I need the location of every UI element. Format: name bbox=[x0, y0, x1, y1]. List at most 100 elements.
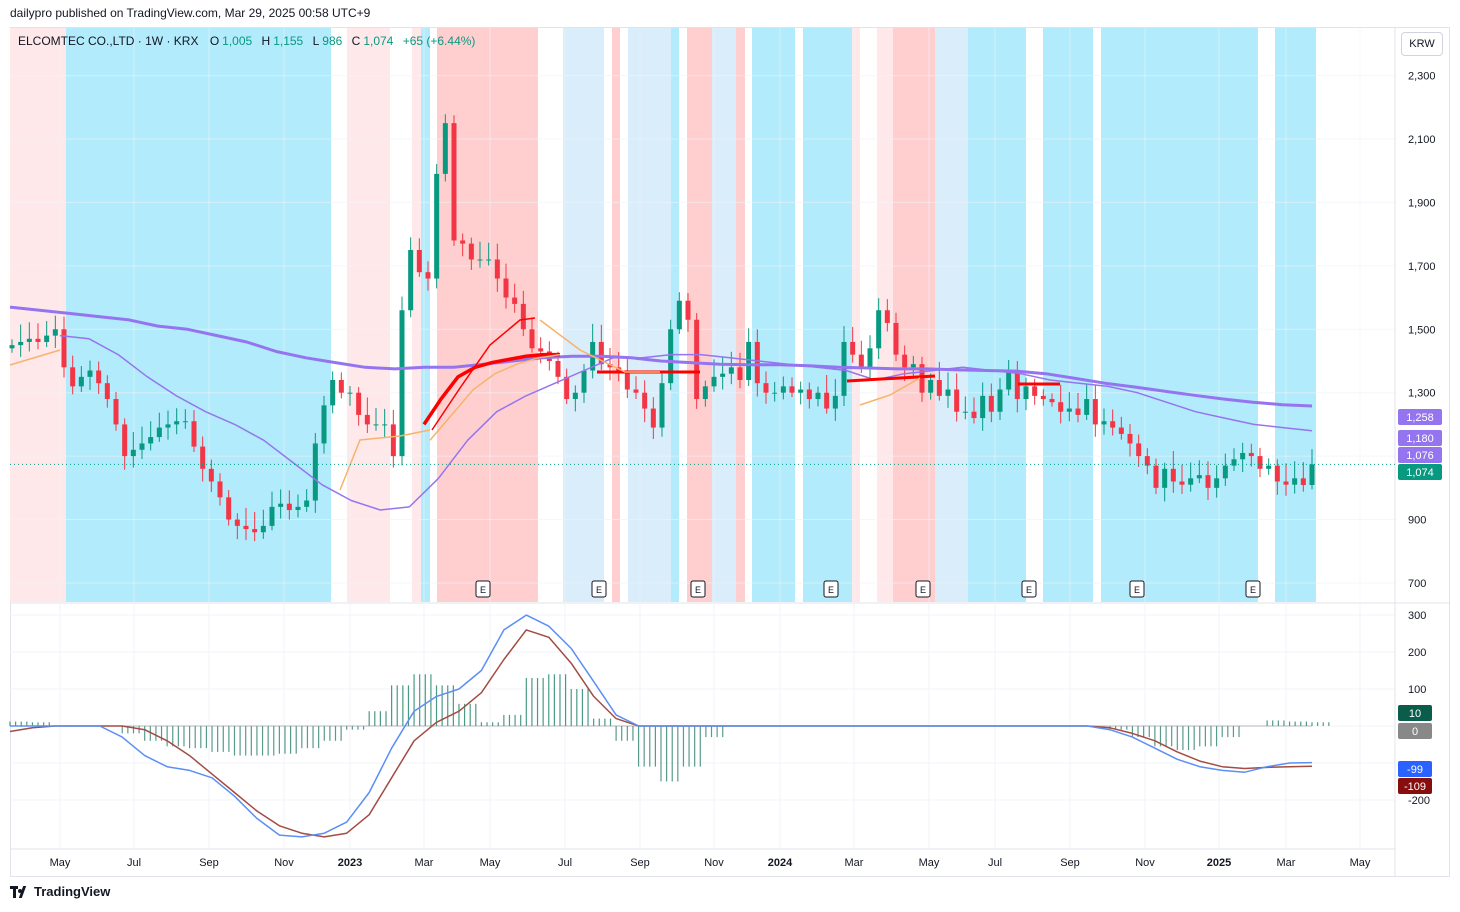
symbol-label[interactable]: ELCOMTEC CO.,LTD · 1W · KRX bbox=[18, 34, 199, 48]
indicator-tag-label: 0 bbox=[1412, 726, 1418, 738]
candle-body bbox=[191, 421, 197, 447]
candle-body bbox=[893, 322, 899, 355]
candle-body bbox=[624, 370, 630, 390]
candle bbox=[954, 373, 960, 422]
candle bbox=[286, 490, 292, 520]
candle-body bbox=[174, 421, 180, 425]
candle-body bbox=[876, 310, 882, 349]
indicator-tag: 0 bbox=[1398, 723, 1432, 739]
candle-body bbox=[1240, 452, 1246, 460]
candle bbox=[217, 473, 223, 506]
regime-band bbox=[671, 28, 679, 602]
candle bbox=[44, 321, 50, 348]
candle bbox=[52, 315, 58, 348]
earnings-marker-box bbox=[823, 580, 839, 598]
candle bbox=[434, 164, 440, 289]
candle-body bbox=[1266, 465, 1272, 469]
candle-body bbox=[1118, 427, 1124, 434]
candle-body bbox=[555, 360, 561, 377]
candle-body bbox=[780, 386, 786, 393]
regime-bands bbox=[10, 28, 1316, 602]
candle bbox=[971, 397, 977, 424]
ma-orange-line bbox=[859, 377, 921, 406]
tradingview-logo[interactable]: TradingView bbox=[10, 884, 110, 899]
candle-body bbox=[78, 376, 84, 387]
candle-body bbox=[1257, 456, 1263, 469]
candle bbox=[70, 355, 76, 395]
candle-body bbox=[451, 123, 457, 241]
candle-body bbox=[44, 335, 50, 342]
candle bbox=[633, 376, 639, 400]
candle-body bbox=[312, 443, 318, 501]
regime-band bbox=[935, 28, 968, 602]
candle bbox=[676, 292, 682, 335]
regime-band bbox=[852, 28, 860, 602]
candle bbox=[789, 377, 795, 398]
price-tag-label: 1,180 bbox=[1406, 433, 1434, 445]
candle bbox=[1153, 458, 1159, 495]
candle bbox=[1170, 451, 1176, 493]
candle bbox=[702, 380, 708, 407]
candle-body bbox=[226, 497, 232, 520]
candle bbox=[1188, 462, 1194, 492]
candle-body bbox=[529, 329, 535, 349]
candle-body bbox=[1309, 464, 1315, 485]
candle-body bbox=[208, 468, 214, 482]
regime-band bbox=[752, 28, 795, 602]
candle-body bbox=[382, 424, 388, 426]
candle-body bbox=[945, 389, 951, 396]
candle-body bbox=[52, 329, 58, 336]
candle-body bbox=[971, 411, 977, 419]
candle-body bbox=[884, 310, 890, 323]
candle-body bbox=[520, 303, 526, 330]
candle bbox=[1300, 462, 1306, 492]
candle-body bbox=[754, 341, 760, 384]
candle-body bbox=[702, 386, 708, 400]
publish-info: dailypro published on TradingView.com, M… bbox=[10, 6, 371, 20]
candle-body bbox=[919, 364, 925, 393]
earnings-marker-box bbox=[1021, 580, 1037, 598]
candle bbox=[182, 409, 188, 429]
candle bbox=[130, 432, 136, 468]
candle-body bbox=[642, 392, 648, 409]
candle bbox=[87, 360, 93, 390]
high-value: 1,155 bbox=[273, 34, 304, 48]
candle-body bbox=[260, 525, 266, 533]
price-tick-label: 1,900 bbox=[1408, 197, 1436, 209]
candle bbox=[1292, 461, 1298, 494]
time-tick-label: May bbox=[1350, 857, 1371, 869]
candle bbox=[26, 322, 32, 352]
indicator-tag-bg bbox=[1398, 778, 1432, 794]
earnings-marker-label: E bbox=[1250, 585, 1256, 595]
candle bbox=[408, 237, 414, 318]
indicator-tag: -109 bbox=[1398, 778, 1432, 794]
candle bbox=[1049, 393, 1055, 407]
price-tick-label: 1,500 bbox=[1408, 324, 1436, 336]
candle bbox=[1283, 463, 1289, 496]
candle-body bbox=[477, 259, 483, 261]
currency-button[interactable]: KRW bbox=[1401, 32, 1443, 56]
candle-body bbox=[252, 529, 258, 533]
ma-red-thin-line bbox=[431, 317, 536, 431]
time-tick-label: May bbox=[919, 857, 940, 869]
earnings-marker-box bbox=[475, 580, 491, 598]
candle bbox=[754, 329, 760, 397]
ma-red-line bbox=[422, 352, 560, 426]
candle bbox=[1101, 408, 1107, 435]
candle bbox=[1066, 392, 1072, 422]
candle-body bbox=[1023, 386, 1029, 400]
candle-body bbox=[1248, 452, 1254, 457]
regime-band bbox=[1101, 28, 1258, 602]
candle bbox=[416, 238, 422, 277]
regime-band bbox=[803, 28, 852, 602]
ma-long-line bbox=[9, 305, 1313, 408]
candle-body bbox=[425, 272, 431, 279]
ma-orange-line bbox=[429, 353, 561, 441]
indicator-tag-bg bbox=[1398, 761, 1432, 777]
time-tick-label: Mar bbox=[1277, 857, 1296, 869]
candle-body bbox=[1014, 370, 1020, 400]
candle bbox=[1136, 434, 1142, 467]
time-tick-label: Mar bbox=[415, 857, 434, 869]
candle bbox=[824, 374, 830, 414]
